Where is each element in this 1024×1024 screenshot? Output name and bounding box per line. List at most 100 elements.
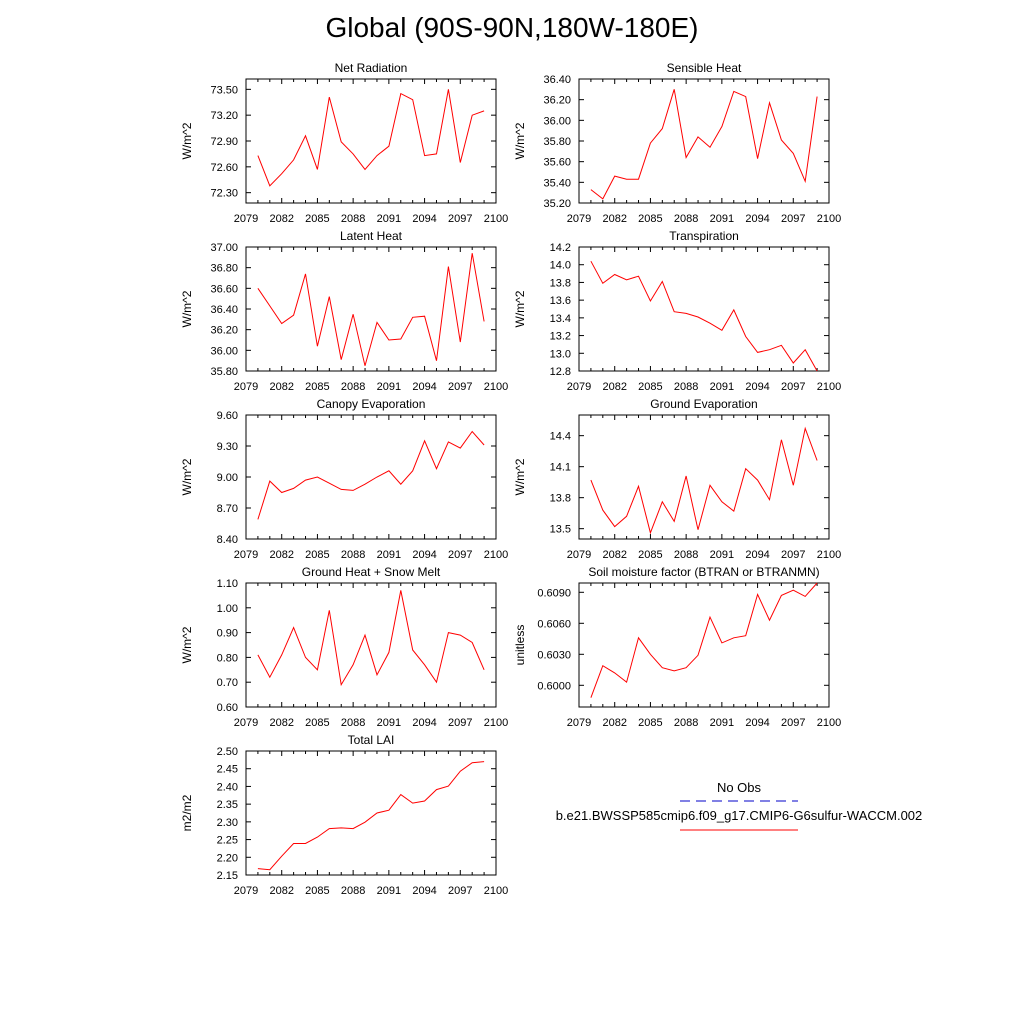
y-tick-label: 73.20	[210, 110, 238, 122]
legend-case-label: b.e21.BWSSP585cmip6.f09_g17.CMIP6-G6sulf…	[556, 808, 923, 823]
y-tick-label: 9.60	[217, 410, 238, 422]
y-axis-label: W/m^2	[513, 458, 527, 495]
x-tick-label: 2082	[269, 381, 293, 393]
chart-panel: Ground Heat + Snow Melt 2079 2082 2085 2088 2…	[180, 565, 508, 729]
x-tick-label: 2085	[305, 885, 329, 897]
x-tick-label: 2088	[674, 381, 698, 393]
plot-frame	[245, 246, 497, 372]
y-tick-label: 8.70	[217, 503, 238, 515]
x-tick-label: 2085	[638, 381, 662, 393]
y-tick-label: 13.8	[550, 277, 571, 289]
x-tick-label: 2100	[817, 381, 841, 393]
chart-panel: Soil moisture factor (BTRAN or BTRANMN) 2…	[513, 565, 841, 729]
plot-frame	[578, 582, 830, 708]
x-tick-label: 2091	[377, 885, 401, 897]
x-tick-label: 2091	[710, 213, 734, 225]
y-tick-label: 1.10	[217, 578, 238, 590]
chart-title: Net Radiation	[335, 61, 408, 75]
y-tick-label: 36.00	[210, 345, 238, 357]
y-axis-label: W/m^2	[513, 122, 527, 159]
figure-title: Global (90S-90N,180W-180E)	[325, 12, 699, 43]
x-tick-label: 2100	[484, 717, 508, 729]
x-tick-label: 2088	[674, 549, 698, 561]
x-tick-label: 2085	[305, 717, 329, 729]
series-line	[590, 582, 818, 698]
x-tick-label: 2079	[567, 549, 591, 561]
plot-frame	[578, 414, 830, 540]
x-tick-label: 2100	[817, 717, 841, 729]
chart-panel: Total LAI 2079 2082 2085 2088 2091 2094 2097 210…	[180, 733, 508, 897]
chart-panel: Net Radiation 2079 2082 2085 2088 2091 2094 209…	[180, 61, 508, 225]
series-line	[590, 89, 818, 200]
y-tick-label: 35.40	[543, 177, 571, 189]
x-tick-label: 2079	[567, 213, 591, 225]
x-tick-label: 2088	[341, 549, 365, 561]
y-tick-label: 0.6090	[537, 587, 571, 599]
y-tick-label: 0.90	[217, 628, 238, 640]
y-axis-label: m2/m2	[180, 794, 194, 831]
x-tick-label: 2091	[710, 381, 734, 393]
series-line	[257, 89, 485, 187]
y-tick-label: 14.2	[550, 242, 571, 254]
y-tick-label: 13.8	[550, 493, 571, 505]
y-tick-label: 72.60	[210, 162, 238, 174]
x-tick-label: 2091	[710, 717, 734, 729]
series-line	[590, 426, 818, 535]
y-tick-label: 13.5	[550, 524, 571, 536]
x-tick-label: 2094	[745, 549, 769, 561]
y-tick-label: 37.00	[210, 242, 238, 254]
y-tick-label: 14.0	[550, 260, 571, 272]
x-tick-label: 2082	[602, 213, 626, 225]
y-tick-label: 9.00	[217, 472, 238, 484]
x-tick-label: 2079	[234, 717, 258, 729]
y-tick-label: 0.70	[217, 677, 238, 689]
x-tick-label: 2085	[305, 549, 329, 561]
x-tick-label: 2097	[448, 717, 472, 729]
y-axis-label: unitless	[513, 625, 527, 666]
chart-panel: Canopy Evaporation 2079 2082 2085 2088 2091 20…	[180, 397, 508, 561]
x-tick-label: 2097	[448, 381, 472, 393]
y-tick-label: 72.90	[210, 136, 238, 148]
y-tick-label: 0.80	[217, 652, 238, 664]
y-tick-label: 2.20	[217, 852, 238, 864]
chart-title: Ground Evaporation	[650, 397, 757, 411]
x-tick-label: 2088	[341, 885, 365, 897]
y-tick-label: 13.0	[550, 348, 571, 360]
x-tick-label: 2094	[412, 213, 436, 225]
y-tick-label: 2.35	[217, 799, 238, 811]
y-tick-label: 9.30	[217, 441, 238, 453]
x-tick-label: 2085	[638, 717, 662, 729]
y-tick-label: 13.6	[550, 295, 571, 307]
y-tick-label: 0.6060	[537, 618, 571, 630]
x-tick-label: 2088	[341, 381, 365, 393]
plot-frame	[245, 78, 497, 204]
x-tick-label: 2097	[448, 213, 472, 225]
y-tick-label: 73.50	[210, 84, 238, 96]
y-tick-label: 0.6000	[537, 680, 571, 692]
y-tick-label: 13.2	[550, 331, 571, 343]
x-tick-label: 2094	[745, 213, 769, 225]
y-tick-label: 2.45	[217, 764, 238, 776]
x-tick-label: 2094	[412, 717, 436, 729]
chart-panel: Transpiration 2079 2082 2085 2088 2091 2094 209…	[513, 229, 841, 393]
y-tick-label: 14.4	[550, 431, 571, 443]
x-tick-label: 2079	[234, 213, 258, 225]
y-tick-label: 12.8	[550, 366, 571, 378]
y-tick-label: 13.4	[550, 313, 571, 325]
chart-title: Canopy Evaporation	[317, 397, 426, 411]
y-tick-label: 36.80	[210, 263, 238, 275]
y-tick-label: 35.20	[543, 198, 571, 210]
y-axis-label: W/m^2	[180, 626, 194, 663]
y-tick-label: 36.40	[543, 74, 571, 86]
series-line	[257, 761, 485, 871]
x-tick-label: 2094	[745, 717, 769, 729]
chart-panel: Ground Evaporation 2079 2082 2085 2088 2091 20…	[513, 397, 841, 561]
plot-frame	[578, 78, 830, 204]
x-tick-label: 2097	[448, 549, 472, 561]
y-axis-label: W/m^2	[180, 290, 194, 327]
y-tick-label: 36.20	[543, 95, 571, 107]
x-tick-label: 2091	[377, 213, 401, 225]
series-line	[590, 260, 818, 372]
x-tick-label: 2088	[341, 213, 365, 225]
